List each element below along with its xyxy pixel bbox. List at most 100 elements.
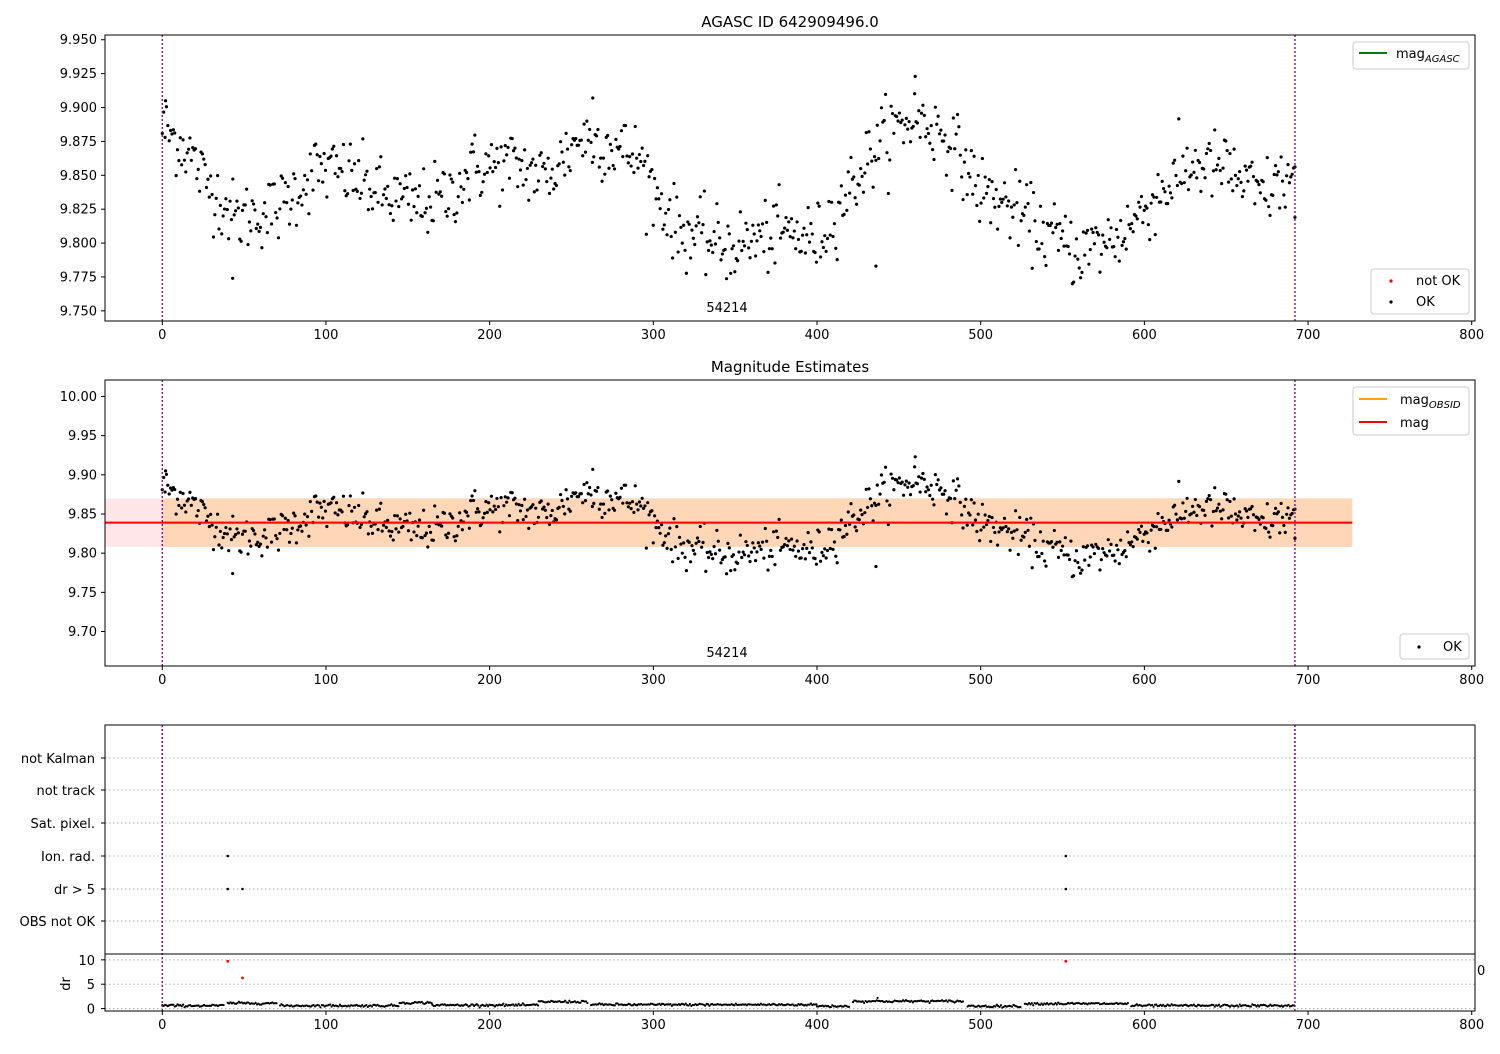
ok-point xyxy=(621,501,625,505)
ok-point xyxy=(292,172,296,176)
ok-point xyxy=(168,128,173,133)
ok-point xyxy=(996,543,1000,547)
ok-point xyxy=(664,534,668,538)
ok-point xyxy=(186,147,191,151)
ok-point xyxy=(293,514,297,518)
ok-point xyxy=(986,518,990,523)
ok-point xyxy=(871,185,875,189)
ok-point xyxy=(672,181,676,186)
ok-point xyxy=(574,491,578,495)
ok-point xyxy=(1128,226,1132,231)
dr-ok-point xyxy=(175,1004,178,1007)
ok-point xyxy=(1146,223,1150,227)
ok-point xyxy=(200,500,204,504)
ok-point xyxy=(1174,512,1178,516)
ok-point xyxy=(1170,196,1174,200)
ok-point xyxy=(1218,509,1222,513)
ok-point xyxy=(316,179,321,183)
ok-point xyxy=(1027,544,1032,548)
ok-point xyxy=(1156,173,1160,177)
ok-point xyxy=(756,541,760,545)
ok-point xyxy=(493,165,498,170)
ok-point xyxy=(554,518,559,522)
ok-point xyxy=(1038,530,1043,534)
ok-point xyxy=(427,524,431,528)
ok-point xyxy=(946,498,950,502)
ok-point xyxy=(886,522,890,527)
ok-point xyxy=(516,185,520,189)
ok-point xyxy=(1085,544,1090,548)
ok-point xyxy=(838,201,842,205)
ok-point xyxy=(315,153,319,157)
dr-ok-point xyxy=(1040,1002,1043,1005)
ok-point xyxy=(971,192,975,196)
dr-ok-point xyxy=(477,1004,480,1007)
dr-ok-point xyxy=(733,1004,736,1007)
ok-point xyxy=(528,163,532,167)
ok-point xyxy=(220,232,224,236)
dr-ok-point xyxy=(500,1004,504,1007)
ok-point xyxy=(944,512,949,516)
ok-point xyxy=(256,222,260,226)
ok-point xyxy=(319,162,323,166)
ok-point xyxy=(708,239,712,243)
ok-point xyxy=(529,161,534,165)
ok-point xyxy=(210,192,214,197)
ok-point xyxy=(805,546,809,550)
panel4-ylabel: dr xyxy=(59,977,74,991)
ok-point xyxy=(774,529,778,533)
ok-point xyxy=(867,130,871,134)
dr-ok-point xyxy=(521,1002,524,1005)
x-tick-label: 700 xyxy=(1296,1018,1321,1033)
ok-point xyxy=(294,541,299,545)
dr-ok-point xyxy=(999,1004,1003,1007)
ok-point xyxy=(1066,553,1070,557)
dr-ok-point xyxy=(330,1005,333,1008)
ok-point xyxy=(1135,217,1139,221)
ok-point xyxy=(896,480,900,485)
ok-point xyxy=(1098,270,1102,274)
ok-point xyxy=(614,491,618,495)
ok-point xyxy=(282,200,286,204)
ok-point xyxy=(351,188,355,193)
ok-point xyxy=(799,249,803,253)
ok-point xyxy=(1142,532,1146,536)
ok-point xyxy=(922,477,926,481)
ok-point xyxy=(759,234,763,239)
dr-ok-point xyxy=(365,1003,368,1007)
ok-point xyxy=(1278,206,1282,210)
ok-point xyxy=(543,167,547,171)
ok-point xyxy=(163,135,167,139)
ok-point xyxy=(417,518,422,522)
ok-point xyxy=(477,510,481,514)
ok-point xyxy=(370,531,375,535)
ok-point xyxy=(788,235,792,239)
ok-point xyxy=(973,184,978,188)
ok-point xyxy=(767,247,772,251)
dr-ok-point xyxy=(863,1001,866,1005)
ok-point xyxy=(527,198,531,202)
ok-point xyxy=(459,185,463,189)
ok-point xyxy=(582,122,586,126)
ok-point xyxy=(713,552,718,556)
ok-point xyxy=(203,506,207,510)
ok-point xyxy=(803,557,807,561)
ok-point xyxy=(495,146,499,150)
ok-point xyxy=(424,206,429,210)
ok-point xyxy=(662,541,666,545)
ok-point xyxy=(753,254,758,258)
ok-point xyxy=(641,163,646,168)
ok-point xyxy=(433,159,437,163)
ok-point xyxy=(608,142,612,146)
ok-point xyxy=(991,196,996,201)
ok-point xyxy=(787,539,791,543)
ok-point xyxy=(1287,516,1292,520)
flag-label: dr > 5 xyxy=(54,883,95,898)
ok-point xyxy=(289,531,293,536)
ok-point xyxy=(801,547,805,551)
ok-point xyxy=(1141,539,1145,543)
ok-point xyxy=(795,220,799,224)
ok-point xyxy=(1231,189,1235,193)
ok-point xyxy=(738,533,742,537)
ok-point xyxy=(1080,568,1084,572)
